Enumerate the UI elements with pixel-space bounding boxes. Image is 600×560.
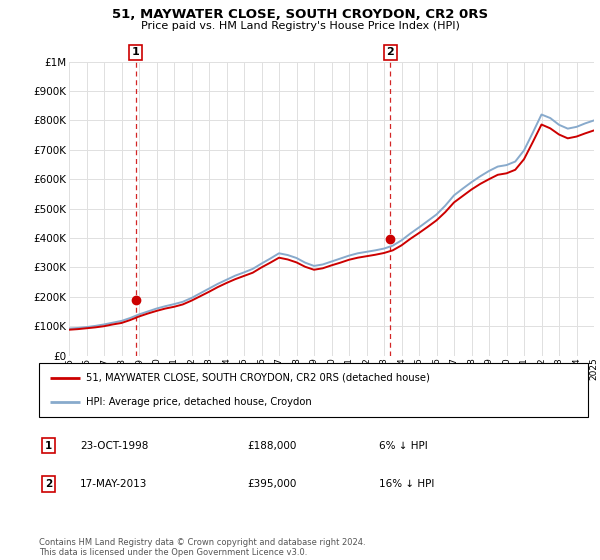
Text: 2: 2 <box>386 48 394 58</box>
Text: £188,000: £188,000 <box>248 441 297 451</box>
Text: £395,000: £395,000 <box>248 479 297 489</box>
Text: Contains HM Land Registry data © Crown copyright and database right 2024.
This d: Contains HM Land Registry data © Crown c… <box>39 538 365 557</box>
Text: 17-MAY-2013: 17-MAY-2013 <box>80 479 148 489</box>
Text: Price paid vs. HM Land Registry's House Price Index (HPI): Price paid vs. HM Land Registry's House … <box>140 21 460 31</box>
Text: 51, MAYWATER CLOSE, SOUTH CROYDON, CR2 0RS (detached house): 51, MAYWATER CLOSE, SOUTH CROYDON, CR2 0… <box>86 373 430 383</box>
Text: 2: 2 <box>45 479 53 489</box>
Text: 16% ↓ HPI: 16% ↓ HPI <box>379 479 435 489</box>
Text: HPI: Average price, detached house, Croydon: HPI: Average price, detached house, Croy… <box>86 397 311 407</box>
Text: 51, MAYWATER CLOSE, SOUTH CROYDON, CR2 0RS: 51, MAYWATER CLOSE, SOUTH CROYDON, CR2 0… <box>112 8 488 21</box>
Text: 1: 1 <box>131 48 139 58</box>
Text: 6% ↓ HPI: 6% ↓ HPI <box>379 441 428 451</box>
Text: 23-OCT-1998: 23-OCT-1998 <box>80 441 149 451</box>
Text: 1: 1 <box>45 441 53 451</box>
